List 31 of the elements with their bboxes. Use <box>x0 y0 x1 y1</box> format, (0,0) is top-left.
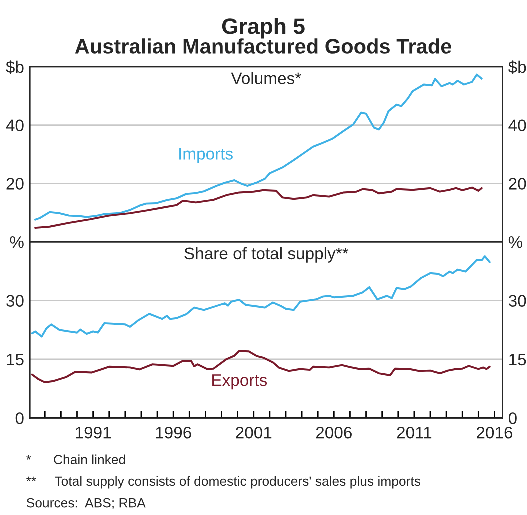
x-tick-label: 1991 <box>76 426 112 439</box>
y2-tick-label: 0 <box>508 412 517 424</box>
line-series <box>34 74 483 221</box>
series-label: Exports <box>212 374 268 390</box>
x-tick-label: 2006 <box>316 426 352 439</box>
series-label: Imports <box>180 148 233 164</box>
y-tick-label: % <box>10 236 24 248</box>
y2-tick-label: 20 <box>509 178 526 190</box>
y2-tick-label: $b <box>508 60 526 74</box>
y2-tick-label: 30 <box>508 295 526 307</box>
chart-title: Graph 5 <box>222 18 305 39</box>
y-tick-label: 20 <box>6 178 24 190</box>
y-tick-label: 15 <box>7 354 24 366</box>
annotation: Share of total supply** <box>184 247 349 263</box>
y-tick-label: 30 <box>6 295 24 307</box>
annotation: Volumes* <box>231 72 302 84</box>
x-tick-label: 2016 <box>477 426 513 439</box>
x-tick-label: 1996 <box>156 426 192 439</box>
line-series <box>34 186 483 230</box>
text: * Chain linked <box>26 454 126 464</box>
y-tick-label: $b <box>6 60 24 74</box>
y2-tick-label: 40 <box>508 120 526 132</box>
x-tick-label: 2011 <box>397 426 432 439</box>
source-note: Sources: ABS; RBA <box>26 498 146 510</box>
x-tick-label: 2001 <box>236 426 272 439</box>
y2-tick-label: % <box>508 236 523 248</box>
y-tick-label: 0 <box>16 412 24 424</box>
chart-subtitle: Australian Manufactured Goods Trade <box>75 38 452 54</box>
y2-tick-label: 15 <box>510 354 526 366</box>
text: ** Total supply consists of domestic producers' sales plus imports <box>26 476 420 489</box>
y-tick-label: 40 <box>6 120 24 132</box>
